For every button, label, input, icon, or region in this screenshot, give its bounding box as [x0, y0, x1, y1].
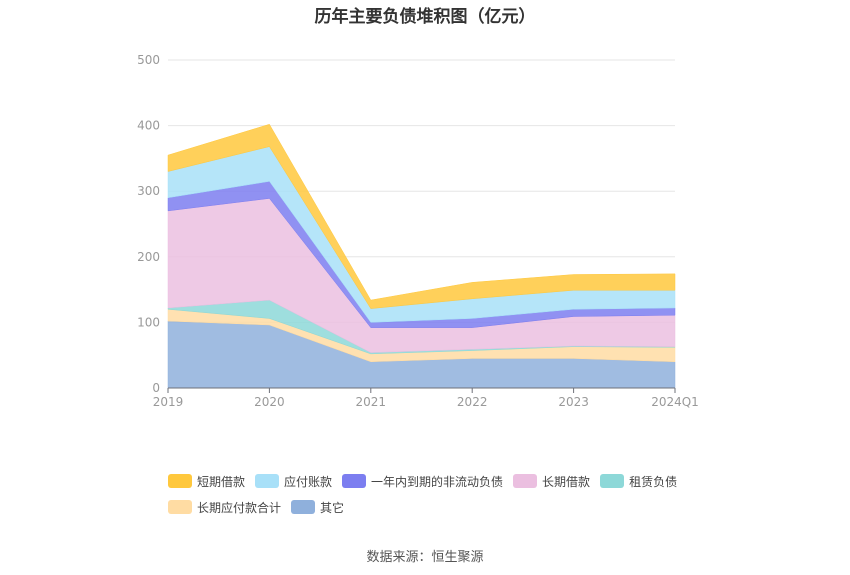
legend-swatch	[513, 474, 538, 488]
legend-label: 租赁负债	[629, 474, 678, 489]
y-tick-label: 400	[137, 119, 160, 133]
x-tick-label: 2021	[356, 395, 387, 409]
legend-swatch	[342, 474, 367, 488]
legend-item[interactable]: 租赁负债	[600, 472, 677, 490]
data-source: 数据来源：恒生聚源	[366, 550, 484, 565]
area-series	[167, 123, 676, 389]
y-tick-label: 300	[137, 184, 160, 198]
legend-item[interactable]: 短期借款	[168, 472, 245, 490]
axes: 0 100 200 300 400 500 2019 2020 2021 2022 2023 2024…	[137, 53, 699, 409]
legend: 短期借款 应付账款 一年内到期的非流动负债 长期借款 租赁负债长期应付款合计 其它	[168, 472, 728, 524]
area-series-6	[167, 123, 676, 309]
x-tick-label: 2024Q1	[651, 395, 699, 409]
x-tick-label: 2019	[153, 395, 184, 409]
legend-swatch	[168, 500, 192, 514]
x-tick-label: 2023	[558, 395, 589, 409]
legend-label: 长期借款	[542, 474, 591, 489]
legend-item[interactable]: 长期应付款合计	[168, 498, 281, 516]
legend-item[interactable]: 一年内到期的非流动负债	[342, 472, 503, 490]
y-tick-label: 100	[137, 315, 160, 329]
legend-item[interactable]: 其它	[291, 498, 344, 516]
legend-swatch	[291, 500, 316, 514]
chart-title: 历年主要负债堆积图（亿元）	[314, 7, 536, 27]
legend-label: 长期应付款合计	[197, 500, 282, 515]
x-tick-label: 2020	[254, 395, 285, 409]
legend-label: 应付账款	[284, 474, 333, 489]
y-tick-label: 500	[137, 53, 160, 67]
legend-label: 其它	[320, 500, 345, 515]
legend-item[interactable]: 长期借款	[513, 472, 590, 490]
y-tick-label: 200	[137, 250, 160, 264]
legend-swatch	[600, 474, 625, 488]
stacked-area-chart: 0 100 200 300 400 500 2019 2020 2021 2022 2023 2024…	[137, 53, 699, 409]
legend-swatch	[255, 474, 280, 488]
legend-item[interactable]: 应付账款	[255, 472, 332, 490]
x-tick-label: 2022	[457, 395, 488, 409]
legend-label: 一年内到期的非流动负债	[371, 474, 504, 489]
legend-label: 短期借款	[197, 474, 246, 489]
y-tick-label: 0	[152, 381, 160, 395]
legend-swatch	[168, 474, 192, 488]
